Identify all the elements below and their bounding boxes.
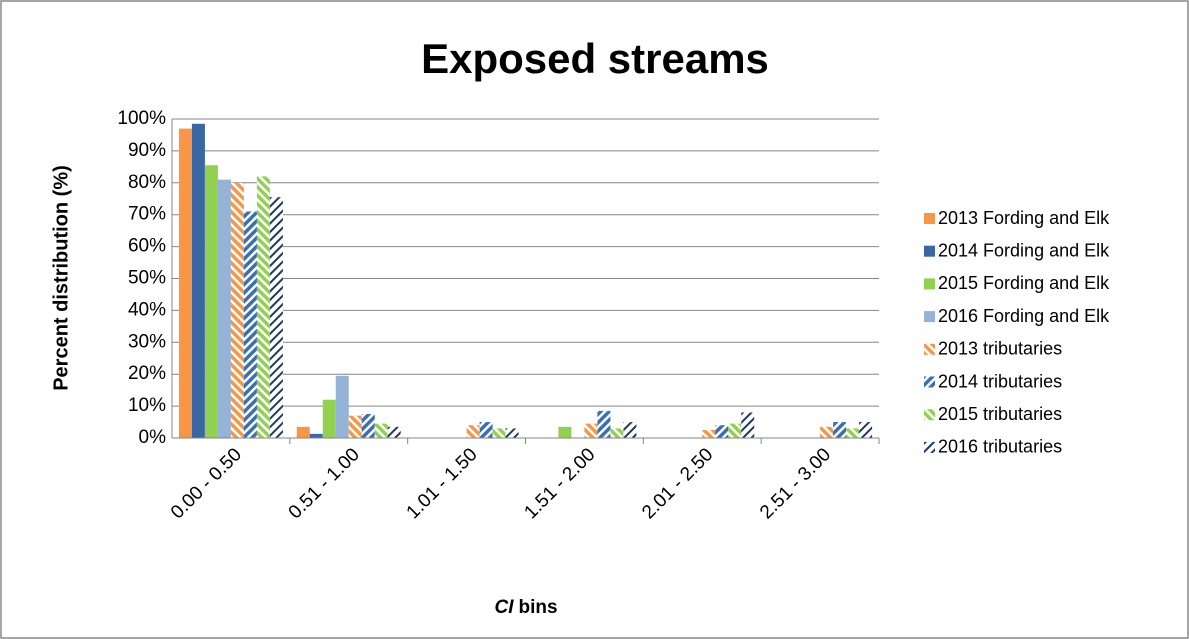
bar xyxy=(846,428,860,438)
legend-swatch xyxy=(924,213,935,224)
y-tick-label: 40% xyxy=(128,299,166,320)
bar xyxy=(492,428,506,438)
bar xyxy=(191,123,205,438)
legend-swatch xyxy=(924,441,935,453)
bar xyxy=(833,422,847,438)
bar xyxy=(243,211,257,438)
bar xyxy=(505,428,519,438)
bar xyxy=(309,433,323,438)
y-tick-label: 80% xyxy=(128,172,166,193)
y-axis-label: Percent distribution (%) xyxy=(50,165,72,391)
bar xyxy=(387,426,401,438)
bar xyxy=(348,415,362,438)
bar xyxy=(374,423,388,438)
bar xyxy=(597,410,611,438)
legend-label: 2014 tributaries xyxy=(938,371,1062,391)
y-tick-label: 60% xyxy=(128,236,166,257)
bar xyxy=(217,179,231,439)
bar xyxy=(702,430,716,438)
bar xyxy=(623,422,637,438)
bar xyxy=(558,426,572,438)
bar xyxy=(256,176,270,439)
bar xyxy=(296,426,310,438)
bar xyxy=(479,422,493,438)
bar xyxy=(820,426,834,438)
bar xyxy=(728,423,742,438)
legend-swatch xyxy=(924,376,935,388)
x-axis-label: CI bins xyxy=(494,597,557,618)
bar xyxy=(322,399,336,438)
bar xyxy=(715,425,729,438)
bar xyxy=(269,197,283,438)
bar xyxy=(466,425,480,438)
bar xyxy=(741,412,755,438)
x-axis-label-rest: bins xyxy=(518,597,557,618)
y-tick-label: 0% xyxy=(139,427,167,448)
legend-label: 2016 Fording and Elk xyxy=(938,306,1110,326)
legend-swatch xyxy=(924,245,935,257)
y-tick-label: 70% xyxy=(128,204,166,225)
bar xyxy=(335,375,349,438)
bar xyxy=(361,414,375,438)
bar xyxy=(178,128,192,438)
legend-label: 2013 tributaries xyxy=(938,339,1062,359)
bar xyxy=(230,182,244,438)
bar xyxy=(859,422,873,438)
y-tick-label: 20% xyxy=(128,363,166,384)
legend-swatch xyxy=(924,409,935,421)
y-tick-label: 90% xyxy=(128,140,166,161)
legend-label: 2014 Fording and Elk xyxy=(938,240,1110,260)
legend-label: 2015 tributaries xyxy=(938,404,1062,424)
legend-label: 2013 Fording and Elk xyxy=(938,208,1110,228)
x-axis-label-italic: CI xyxy=(494,597,514,618)
legend-swatch xyxy=(924,278,935,290)
y-tick-label: 10% xyxy=(128,395,166,416)
y-tick-label: 100% xyxy=(117,108,166,129)
bar xyxy=(204,165,218,438)
chart-title: Exposed streams xyxy=(421,35,769,82)
legend-swatch xyxy=(924,343,935,355)
legend-swatch xyxy=(924,311,935,323)
y-tick-label: 50% xyxy=(128,268,166,289)
bar xyxy=(584,423,598,438)
legend-label: 2016 tributaries xyxy=(938,437,1062,457)
y-tick-label: 30% xyxy=(128,331,166,352)
legend-label: 2015 Fording and Elk xyxy=(938,273,1110,293)
bar xyxy=(610,428,624,438)
